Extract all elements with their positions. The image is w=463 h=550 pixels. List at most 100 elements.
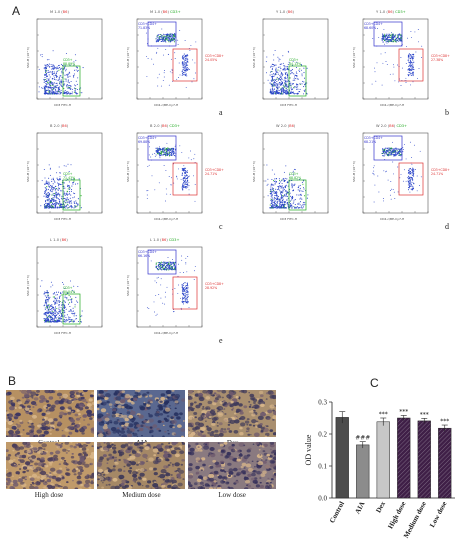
flow-sub-letter: a: [219, 108, 223, 117]
gate-cd8-label: CD3+CD8+: [205, 282, 224, 286]
flow-y-axis-label: SSC-H (10^3): [352, 161, 356, 182]
x-tick-label: Low dose: [428, 500, 448, 529]
significance-label: ###: [355, 435, 370, 442]
flow-title-sample: W 2-0: [376, 124, 387, 128]
bar-low-dose: [438, 427, 452, 499]
bar-high-dose: [397, 417, 411, 499]
flow-x-axis-label: CD4-c/BE-Cy7-H: [154, 331, 179, 335]
flow-scatter-plot: [36, 18, 103, 100]
flow-title-sample: B 2-0: [150, 124, 160, 128]
error-bar: [359, 441, 366, 449]
flow-title-gate: CD3+: [168, 238, 180, 242]
y-tick-label: 0.0: [318, 495, 327, 503]
od-value-bar-chart: 0.0 0.1 0.2 0.3 OD value Control ### AIA *** Dex *…: [304, 399, 455, 539]
gate-cd3-percent: 88.89%: [63, 62, 76, 66]
bar-control: [335, 417, 349, 499]
flow-y-axis-label: SSC-H (10^3): [26, 47, 30, 68]
significance-label: ***: [420, 411, 429, 418]
gate-cd3-label: CD3+: [63, 286, 73, 290]
gate-cd8-percent: 24.71%: [431, 172, 444, 176]
panel-b-letter: B: [8, 374, 17, 388]
gate-cd3-percent: 80.54%: [63, 290, 76, 294]
significance-label: ***: [379, 411, 388, 418]
ihc-micrograph: [97, 390, 185, 437]
ihc-group-label: Medium dose: [122, 491, 161, 499]
y-tick-label: 0.1: [318, 463, 327, 471]
flow-title-sample: M 1-0: [150, 10, 161, 14]
flow-title-sample: B 2-0: [50, 124, 60, 128]
gate-cd8-label: CD3+CD8+: [205, 168, 224, 172]
flow-title-strain: B6: [387, 10, 393, 14]
gate-cd8-label: CD3+CD8+: [431, 54, 450, 58]
flow-x-axis-label: CD3 FITC-H: [54, 103, 71, 107]
flow-plot-title: L 1-0 (B6) CD3+: [150, 238, 180, 242]
gate-cd4-label: CD3+CD4+: [364, 22, 383, 26]
flow-scatter-plot: [136, 132, 203, 214]
flow-title-strain: B6: [162, 10, 168, 14]
flow-sub-letter: c: [219, 222, 223, 231]
flow-plot-title: W 2-0 (B6): [276, 124, 296, 128]
flow-x-axis-label: CD4-c/BE-Cy7-H: [380, 217, 405, 221]
gate-cd8-percent: 24.71%: [205, 172, 218, 176]
flow-y-axis-label: SSC-H (10^3): [126, 47, 130, 68]
flow-plot-title: M 1-0 (B6) CD3+: [150, 10, 181, 14]
flow-x-axis-label: CD4-c/BE-Cy7-H: [154, 217, 179, 221]
gate-cd8-label: CD3+CD8+: [431, 168, 450, 172]
x-tick-label: Control: [328, 500, 346, 524]
gate-cd4-label: CD3+CD4+: [138, 22, 157, 26]
flow-scatter-plot: [362, 18, 429, 100]
flow-title-gate: CD3+: [396, 124, 408, 128]
gate-cd4-percent: 66.16%: [138, 254, 151, 258]
gate-cd4-label: CD3+CD4+: [138, 250, 157, 254]
flow-scatter-plot: [136, 18, 203, 100]
flow-y-axis-label: SSC-H (10^3): [352, 47, 356, 68]
flow-title-gate: CD3+: [169, 124, 180, 128]
flow-title-gate: CD3+: [395, 10, 406, 14]
gate-cd3-label: CD3+: [63, 58, 73, 62]
gate-cd4-label: CD3+CD4+: [138, 136, 157, 140]
bar-dex: [376, 421, 390, 499]
ihc-group-label: High dose: [34, 491, 64, 499]
gate-cd3-percent: 71.43%: [63, 176, 76, 180]
significance-label: ***: [440, 418, 449, 425]
flow-title-sample: W 2-0: [276, 124, 287, 128]
panel-a-letter: A: [12, 4, 21, 18]
flow-title-sample: Y 1-0: [276, 10, 286, 14]
flow-scatter-plot: [262, 18, 329, 100]
flow-x-axis-label: CD3 FITC-H: [54, 331, 71, 335]
flow-x-axis-label: CD3 FITC-H: [280, 103, 297, 107]
x-tick-label: AIA: [353, 500, 366, 515]
gate-cd4-label: CD3+CD4+: [364, 136, 383, 140]
flow-sub-letter: d: [445, 222, 449, 231]
flow-scatter-plot: [136, 246, 203, 328]
flow-title-gate: CD3+: [170, 10, 181, 14]
flow-scatter-plot: [362, 132, 429, 214]
ihc-micrograph: [6, 442, 94, 489]
gate-cd3-label: CD3+: [289, 172, 299, 176]
bar-aia: [356, 444, 370, 499]
bar-medium-dose: [417, 420, 431, 499]
flow-plot-title: Y 1-0 (B6) CD3+: [376, 10, 406, 14]
flow-plot-title: Y 1-0 (B6): [276, 10, 294, 14]
x-tick-label: Dex: [374, 500, 387, 514]
flow-title-strain: B6: [62, 124, 67, 128]
flow-title-sample: L 1-0: [150, 238, 160, 242]
flow-title-sample: M 1-0: [50, 10, 61, 14]
gate-cd8-label: CD3+CD8+: [205, 54, 224, 58]
gate-cd4-percent: 71.83%: [138, 26, 151, 30]
y-axis-label: OD value: [304, 434, 313, 465]
error-bar: [339, 411, 346, 424]
ihc-micrograph: [97, 442, 185, 489]
flow-plot-title: M 1-0 (B6): [50, 10, 69, 14]
gate-cd3-label: CD3+: [289, 58, 299, 62]
gate-cd4-percent: 68.60%: [364, 26, 377, 30]
flow-y-axis-label: SSC-H (10^3): [252, 161, 256, 182]
flow-scatter-plot: [262, 132, 329, 214]
gate-cd3-percent: 84.13%: [289, 62, 302, 66]
flow-x-axis-label: CD3 FITC-H: [54, 217, 71, 221]
gate-cd8-percent: 27.38%: [431, 58, 444, 62]
flow-scatter-plot: [36, 132, 103, 214]
flow-title-strain: B6: [162, 124, 167, 128]
flow-title-strain: B6: [62, 10, 68, 14]
flow-title-strain: B6: [389, 124, 394, 128]
